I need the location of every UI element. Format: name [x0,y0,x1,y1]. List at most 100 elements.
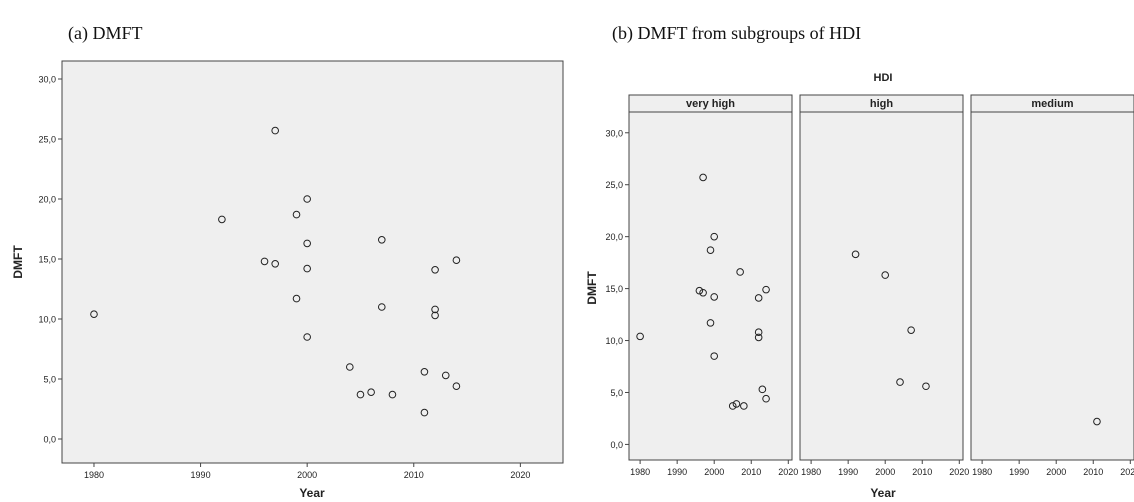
facet-very-high-data-point [706,319,715,327]
facet-very-high-data-point [754,294,763,302]
facet-very-high-data-point [762,285,770,294]
facet-very-high-data-point [728,402,737,410]
panel-a-x-tick-label: 2000 [297,470,317,480]
panel-a-data-point [377,236,386,244]
facet-label-medium: medium [1031,98,1073,110]
facet-very-high-data-point [736,268,744,276]
facet-high-data-point [881,271,890,279]
facet-high-x-tick-label: 1990 [838,467,858,477]
facet-plot-area-medium [970,111,1134,461]
facet-very-high-data-point [740,402,748,410]
facet-very-high-x-tick-label: 1980 [630,467,650,477]
facet-medium-x-tick-label: 2000 [1046,467,1066,477]
panel-a-x-tick-label: 1990 [191,470,211,480]
panel-a-data-point [452,256,461,265]
panel-a-data-point [388,390,397,399]
panel-a-data-point [441,371,450,380]
panel-a-plot-area [61,60,564,464]
panel-a-data-point [356,390,365,399]
facet-label-very-high: very high [686,98,735,110]
panel-a-data-point [271,126,279,135]
facet-very-high-data-point [732,400,741,408]
facet-high-x-tick-label: 1980 [801,467,821,477]
panel-a-data-point [367,388,375,397]
panel-a-data-point [377,303,386,311]
facet-high-data-point [907,326,915,334]
facet-high-x-tick-label: 2010 [912,467,932,477]
facet-very-high-data-point [706,246,715,254]
facet-plot-area-high [799,111,964,461]
panel-a-data-point [292,210,301,219]
panel-a-data-point [420,368,429,376]
facet-medium-x-tick-label: 1990 [1009,467,1029,477]
facet-very-high-data-point [695,286,704,295]
panel-a-data-point [292,294,301,303]
panel-a-y-tick-label: 25,0 [38,135,56,145]
facet-very-high-y-tick-label: 5,0 [610,388,623,398]
facet-plot-area-very-high [628,111,793,461]
facet-medium-x-tick-label: 1980 [972,467,992,477]
panel-a-data-point [431,311,439,320]
panel-a-data-point [431,266,439,274]
facet-high-x-tick-label: 2000 [875,467,895,477]
facet-medium-x-tick-label: 2020 [1120,467,1134,477]
facet-very-high-data-point [699,173,707,182]
facet-very-high-y-tick-label: 0,0 [610,440,623,450]
facet-very-high-x-tick-label: 2000 [704,467,724,477]
facet-label-high: high [870,98,893,110]
hdi-facet-title: HDI [874,72,893,84]
facet-high-data-point [922,382,930,391]
facet-very-high-x-tick-label: 2010 [741,467,761,477]
panel-a-x-tick-label: 2020 [510,470,530,480]
panel-a-data-point [346,363,354,371]
panel-a-data-point [431,305,439,314]
panel-a-x-axis-label: Year [299,486,325,500]
panel-a-data-point [420,408,429,417]
facet-high-data-point [896,378,904,386]
panel-a-y-tick-label: 20,0 [38,195,56,205]
panel-b-y-axis-label: DMFT [585,271,599,305]
facet-very-high-data-point [754,333,763,342]
facet-very-high-data-point [754,328,763,337]
panel-a-data-point [90,310,98,319]
facet-very-high-y-tick-label: 15,0 [605,284,623,294]
facet-very-high-y-tick-label: 25,0 [605,180,623,190]
panel-a-title: (a) DMFT [68,23,143,44]
facet-very-high-data-point [699,288,707,297]
facet-high-x-tick-label: 2020 [949,467,969,477]
facet-very-high-data-point [636,332,644,341]
panel-b-title: (b) DMFT from subgroups of HDI [612,23,861,44]
facet-very-high-data-point [710,352,719,360]
panel-a-data-point [271,260,279,268]
facet-very-high-x-tick-label: 2020 [778,467,798,477]
facet-very-high-y-tick-label: 30,0 [605,128,623,138]
panel-a-data-point [303,239,311,248]
panel-a-x-tick-label: 1980 [84,470,104,480]
panel-a-data-point [218,215,226,224]
panel-a-y-tick-label: 0,0 [43,435,56,445]
panel-a-y-tick-label: 30,0 [38,75,56,85]
panel-a-y-axis-label: DMFT [11,245,25,279]
panel-a-chart: Year DMFT 0,0 5,0 10,0 15,0 20,0 25,0 30,0 1980… [11,60,564,500]
facet-medium-data-point [1093,417,1101,426]
panel-a-data-point [303,195,311,203]
facet-very-high-x-tick-label: 1990 [667,467,687,477]
facet-very-high-y-tick-label: 20,0 [605,232,623,242]
facet-very-high-data-point [762,394,770,403]
facet-very-high-y-tick-label: 10,0 [605,336,623,346]
panel-a-x-tick-label: 2010 [404,470,424,480]
panel-a-y-tick-label: 10,0 [38,315,56,325]
facet-medium-x-tick-label: 2010 [1083,467,1103,477]
panel-b-x-axis-label: Year [870,486,896,500]
panel-a-data-point [303,333,311,341]
facet-very-high-data-point [710,232,719,241]
panel-a-data-point [303,264,311,273]
facet-very-high-data-point [758,385,767,394]
panel-a-data-point [452,382,461,391]
panel-a-y-tick-label: 15,0 [38,255,56,265]
panel-b-chart: HDI Year DMFT very high 0,0 5,0 10,0 15,0 20,… [585,72,1134,500]
facet-very-high-data-point [710,293,719,301]
facet-high-data-point [851,250,860,259]
panel-a-data-point [260,257,269,266]
